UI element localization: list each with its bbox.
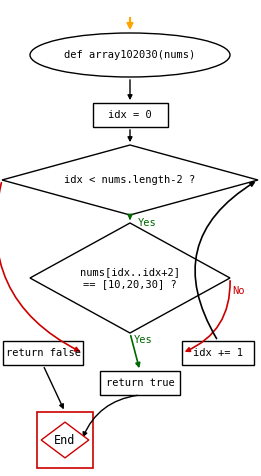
Text: idx += 1: idx += 1 [193,348,243,358]
Polygon shape [30,223,230,333]
Text: nums[idx..idx+2]
== [10,20,30] ?: nums[idx..idx+2] == [10,20,30] ? [80,267,180,289]
Ellipse shape [30,33,230,77]
FancyBboxPatch shape [3,341,83,365]
FancyBboxPatch shape [37,412,93,468]
Text: idx = 0: idx = 0 [108,110,152,120]
FancyBboxPatch shape [182,341,254,365]
FancyBboxPatch shape [92,103,168,127]
Text: idx < nums.length-2 ?: idx < nums.length-2 ? [64,175,196,185]
Polygon shape [41,422,89,458]
Text: End: End [54,434,76,446]
FancyBboxPatch shape [100,371,180,395]
Polygon shape [2,145,258,215]
Text: Yes: Yes [134,335,153,345]
Text: return true: return true [106,378,174,388]
Text: Yes: Yes [138,218,157,228]
Text: def array102030(nums): def array102030(nums) [64,50,196,60]
Text: return false: return false [5,348,80,358]
Text: No: No [232,286,245,296]
